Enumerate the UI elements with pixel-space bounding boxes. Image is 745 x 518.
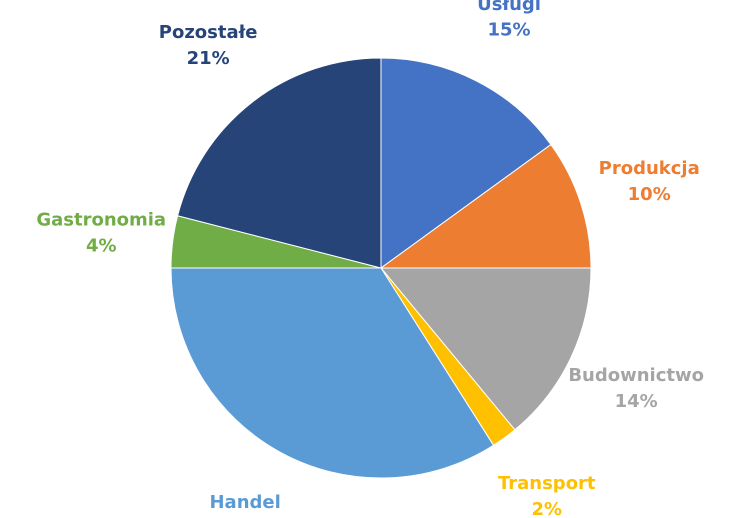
slice-label: Handel	[209, 492, 280, 513]
slice-value-label: 15%	[487, 20, 530, 41]
pie-slice	[379, 143, 592, 269]
pie-slice	[170, 267, 495, 479]
slice-value-label: 2%	[531, 499, 562, 518]
slice-value-label: 4%	[86, 236, 117, 257]
slice-label: Budownictwo	[568, 365, 704, 386]
pie-slice	[380, 57, 552, 269]
slice-label: Pozostałe	[159, 22, 258, 43]
slice-value-label: 21%	[187, 48, 230, 69]
pie-slice	[176, 57, 382, 269]
slice-label: Gastronomia	[36, 210, 166, 231]
slice-label: Produkcja	[599, 158, 700, 179]
pie-slice	[379, 267, 592, 431]
slice-value-label: 10%	[628, 184, 671, 205]
slice-label: Usługi	[477, 0, 541, 15]
slice-label: Transport	[498, 473, 596, 494]
slice-value-label: 14%	[615, 391, 658, 412]
